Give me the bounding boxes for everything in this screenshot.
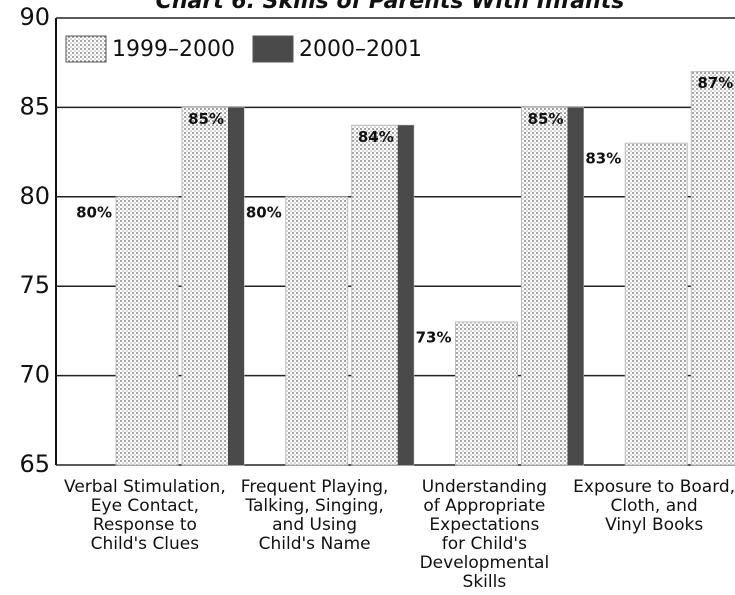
chart-title: Chart 6. Skills of Parents With Infants xyxy=(156,0,625,14)
bar xyxy=(285,196,349,466)
data-label: 80% xyxy=(76,203,112,221)
x-tick-label: Exposure to Board, Cloth, and Vinyl Book… xyxy=(573,477,735,535)
bar-edge xyxy=(228,107,244,466)
data-label: 73% xyxy=(416,328,452,346)
legend-swatch xyxy=(65,35,107,63)
bar-edge xyxy=(567,107,584,466)
x-tick-label: Verbal Stimulation, Eye Contact, Respons… xyxy=(64,477,226,554)
y-tick-label: 70 xyxy=(19,361,50,389)
bar xyxy=(690,71,735,466)
data-label: 84% xyxy=(358,128,394,146)
legend-label: 2000–2001 xyxy=(299,37,422,62)
x-tick-label: Frequent Playing, Talking, Singing, and … xyxy=(240,477,389,554)
data-label: 80% xyxy=(246,203,282,221)
data-label: 83% xyxy=(585,150,621,168)
y-tick-label: 80 xyxy=(19,182,50,210)
x-tick-label: Understanding of Appropriate Expectation… xyxy=(419,477,550,592)
bar xyxy=(455,321,518,466)
y-tick-label: 65 xyxy=(19,450,50,478)
y-tick-label: 85 xyxy=(19,92,50,120)
data-label: 85% xyxy=(188,110,224,128)
bar xyxy=(115,196,179,466)
legend-swatch xyxy=(252,35,294,63)
bar-edge xyxy=(397,125,414,465)
y-tick-label: 90 xyxy=(19,3,50,31)
data-label: 87% xyxy=(697,74,733,92)
data-label: 85% xyxy=(528,110,564,128)
bar xyxy=(624,142,688,466)
legend-label: 1999–2000 xyxy=(112,37,235,62)
y-tick-label: 75 xyxy=(19,271,50,299)
